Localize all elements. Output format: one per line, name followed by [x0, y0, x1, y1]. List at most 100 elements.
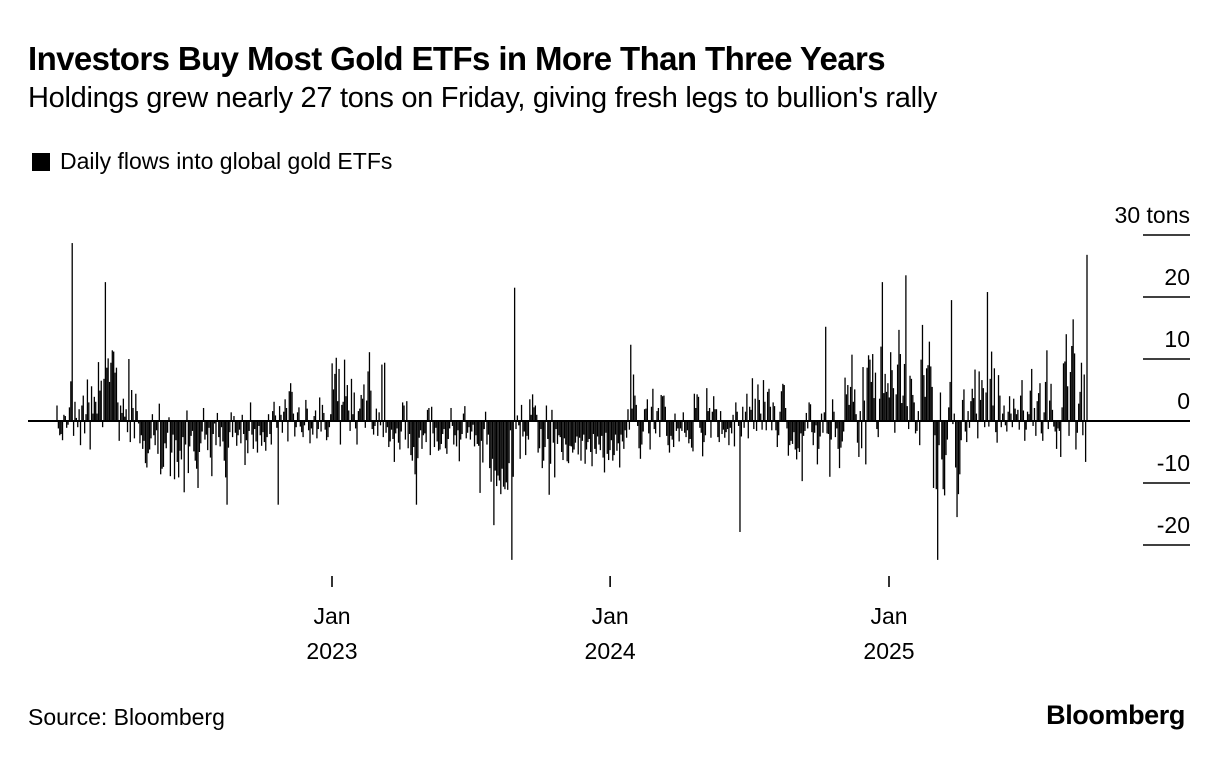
bloomberg-logo: Bloomberg — [1046, 700, 1185, 730]
flow-bar — [338, 368, 340, 421]
flow-bar — [932, 421, 935, 488]
flow-bar — [95, 401, 97, 421]
flow-bar — [515, 421, 517, 430]
flow-bar — [287, 421, 289, 442]
flow-bar — [851, 354, 853, 421]
flow-bar — [165, 421, 167, 449]
flow-bar — [490, 421, 492, 482]
flow-bar — [601, 421, 603, 436]
flow-bar — [560, 421, 563, 452]
flow-bar — [1049, 400, 1051, 421]
flow-bar — [148, 421, 151, 450]
flow-bar — [639, 421, 642, 459]
flow-bar — [960, 421, 962, 441]
flow-bar — [316, 421, 318, 439]
flow-bar — [872, 354, 874, 421]
flow-bar — [749, 406, 751, 421]
flow-bar — [1055, 421, 1058, 449]
flow-bar — [843, 421, 845, 432]
flow-bar — [822, 421, 824, 433]
flow-bar — [930, 366, 932, 421]
flow-bar — [259, 421, 261, 436]
flow-bar — [1054, 421, 1056, 432]
flow-bar — [332, 389, 335, 421]
flow-bar — [453, 421, 455, 445]
flow-bar — [158, 403, 160, 421]
flow-bar — [290, 383, 292, 421]
flow-bar — [193, 421, 195, 452]
y-tick-label: 0 — [1177, 388, 1190, 414]
flow-bar — [60, 421, 62, 435]
flow-bar — [950, 300, 953, 421]
flow-bar — [435, 421, 437, 428]
flow-bar — [88, 402, 90, 421]
flow-bar — [1035, 421, 1037, 436]
flow-bar — [921, 324, 924, 421]
flow-bar — [489, 421, 491, 469]
flow-bar — [307, 421, 310, 431]
flow-bar — [458, 421, 460, 462]
flow-bar — [285, 407, 288, 421]
flow-bar — [754, 398, 756, 421]
flow-bar — [784, 407, 787, 421]
flow-bar — [513, 287, 516, 421]
flow-bar — [888, 397, 890, 421]
flow-bar — [978, 371, 980, 421]
flow-bar — [563, 421, 566, 439]
flow-bar — [638, 421, 640, 449]
flow-bar — [413, 421, 415, 448]
flow-bar — [530, 414, 532, 421]
flow-bar — [111, 350, 113, 421]
flow-bar — [813, 421, 816, 433]
flow-bar — [121, 412, 123, 421]
flow-bar — [84, 421, 86, 434]
flow-bar — [1026, 411, 1029, 421]
flow-bar — [689, 421, 691, 439]
flow-bar — [736, 411, 738, 421]
flow-bar — [671, 421, 673, 440]
flow-bar — [440, 421, 442, 444]
flow-bar — [985, 392, 987, 421]
flow-bar — [696, 394, 698, 421]
flow-bar — [914, 421, 917, 434]
flow-bar — [831, 399, 834, 421]
flow-bar — [668, 421, 671, 453]
flow-bar — [760, 413, 762, 421]
bar-chart: 30 tons 20 10 0 -10 -20 Jan 2023 Jan 2024 Jan 2025 — [28, 202, 1190, 664]
flow-bar — [541, 421, 543, 469]
flow-bar — [811, 421, 813, 433]
flow-bar — [190, 421, 192, 436]
flow-bar — [667, 421, 669, 446]
flow-bar — [476, 421, 478, 444]
flow-bar — [508, 421, 510, 464]
flow-bar — [717, 421, 719, 438]
flow-bar — [996, 421, 998, 443]
flow-bar — [977, 421, 979, 439]
flow-bar — [153, 421, 155, 436]
flow-bar — [630, 344, 632, 421]
flow-bar — [719, 411, 722, 421]
flow-bar — [642, 421, 644, 432]
flow-bar — [227, 421, 230, 448]
flow-bar — [908, 421, 910, 430]
flow-bar — [565, 421, 567, 445]
flow-bar — [295, 421, 297, 428]
flow-bar — [621, 421, 624, 442]
flow-bar — [157, 421, 159, 454]
flow-bar — [357, 411, 360, 421]
flow-bar — [755, 421, 758, 431]
flow-bar — [620, 421, 622, 435]
flow-bar — [1036, 401, 1038, 421]
flow-bar — [610, 421, 613, 441]
flow-bar — [827, 421, 830, 435]
flow-bar — [498, 421, 501, 481]
flow-bar — [672, 421, 675, 448]
flow-bar — [63, 414, 65, 421]
flow-bar — [607, 421, 610, 461]
flow-bar — [559, 421, 561, 438]
flow-bar — [856, 421, 859, 443]
flow-bar — [1000, 421, 1002, 428]
flow-bar — [525, 421, 527, 456]
flow-bar — [740, 421, 743, 437]
flow-bar — [160, 421, 162, 475]
